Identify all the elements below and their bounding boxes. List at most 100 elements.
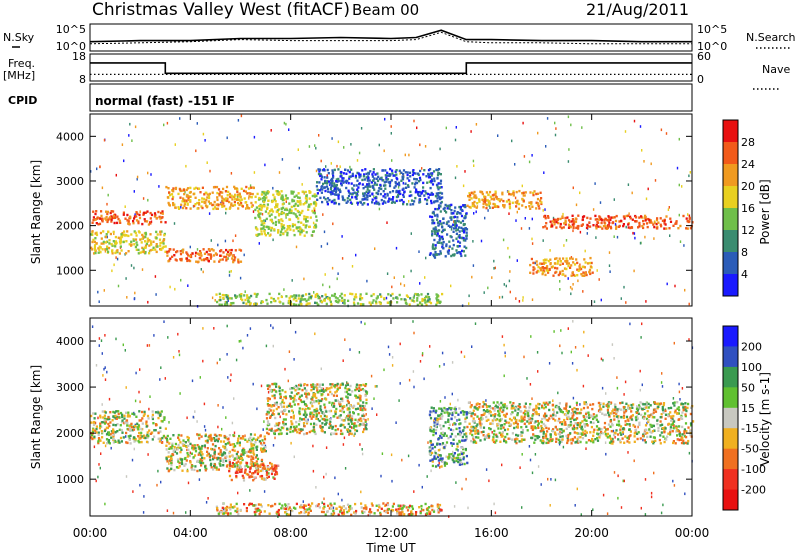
echo-cell: [644, 219, 647, 222]
echo-cell: [382, 184, 386, 187]
echo-cell: [648, 218, 651, 221]
echo-cell: [226, 324, 228, 328]
echo-cell: [185, 251, 188, 254]
echo-cell: [344, 338, 346, 341]
echo-cell: [611, 343, 614, 346]
echo-cell: [390, 201, 394, 204]
echo-cell: [299, 231, 302, 234]
echo-cell: [318, 181, 321, 184]
echo-cell: [530, 202, 533, 206]
echo-cell: [531, 217, 533, 221]
echo-cell: [341, 179, 344, 183]
echo-cell: [518, 202, 521, 206]
echo-cell: [239, 260, 243, 263]
echo-cell: [381, 452, 384, 455]
echo-cell: [204, 201, 207, 204]
echo-cell: [320, 367, 322, 371]
nave-label: Nave: [762, 63, 790, 76]
echo-cell: [549, 258, 552, 261]
echo-cell: [189, 442, 192, 446]
echo-cell: [434, 457, 438, 460]
echo-cell: [293, 398, 296, 401]
echo-cell: [153, 435, 156, 438]
echo-cell: [465, 246, 468, 250]
echo-cell: [309, 422, 313, 426]
echo-cell: [465, 432, 468, 435]
echo-cell: [606, 512, 609, 515]
echo-cell: [558, 442, 561, 446]
echo-cell: [263, 449, 266, 452]
echo-cell: [297, 297, 300, 300]
echo-cell: [339, 165, 341, 168]
echo-cell: [138, 213, 141, 217]
echo-cell: [301, 183, 303, 186]
echo-cell: [570, 292, 572, 296]
echo-cell: [213, 464, 216, 468]
echo-cell: [333, 168, 336, 172]
echo-cell: [470, 191, 473, 194]
echo-cell: [458, 251, 461, 254]
echo-cell: [395, 173, 398, 176]
echo-cell: [430, 469, 432, 473]
echo-cell: [233, 397, 235, 400]
echo-cell: [299, 300, 301, 304]
echo-cell: [180, 278, 182, 282]
echo-cell: [367, 184, 370, 188]
echo-cell: [251, 192, 254, 196]
echo-cell: [433, 227, 436, 230]
echo-cell: [451, 458, 454, 461]
echo-cell: [574, 504, 576, 507]
echo-cell: [437, 449, 440, 452]
echo-cell: [296, 226, 299, 229]
echo-cell: [107, 416, 110, 419]
echo-cell: [453, 220, 457, 223]
echo-cell: [659, 223, 662, 226]
echo-cell: [119, 411, 123, 415]
echo-cell: [657, 221, 660, 224]
echo-cell: [493, 193, 496, 196]
echo-cell: [607, 219, 610, 222]
echo-cell: [430, 406, 433, 409]
echo-cell: [182, 206, 185, 210]
echo-cell: [181, 469, 184, 472]
echo-cell: [189, 245, 191, 249]
echo-cell: [110, 436, 113, 439]
echo-cell: [264, 210, 267, 213]
echo-cell: [234, 296, 238, 299]
echo-cell: [540, 483, 542, 486]
echo-cell: [573, 222, 576, 225]
echo-cell: [357, 396, 360, 399]
echo-cell: [149, 222, 152, 225]
echo-cell: [179, 450, 182, 454]
echo-cell: [627, 223, 630, 226]
echo-cell: [346, 399, 349, 402]
echo-cell: [622, 224, 625, 228]
echo-cell: [330, 432, 333, 435]
echo-cell: [102, 242, 105, 245]
echo-cell: [620, 219, 623, 223]
echo-cell: [397, 191, 400, 194]
echo-cell: [661, 385, 664, 388]
echo-cell: [688, 338, 690, 341]
echo-cell: [241, 205, 244, 208]
echo-cell: [296, 200, 299, 203]
echo-cell: [510, 193, 513, 196]
echo-cell: [274, 216, 277, 219]
echo-cell: [465, 212, 468, 215]
echo-cell: [231, 455, 235, 458]
echo-cell: [460, 254, 463, 258]
echo-cell: [318, 170, 321, 173]
echo-cell: [428, 426, 432, 430]
echo-cell: [582, 271, 585, 274]
echo-cell: [365, 176, 368, 179]
echo-cell: [308, 407, 311, 410]
echo-cell: [335, 394, 338, 397]
echo-cell: [305, 299, 308, 303]
echo-cell: [644, 424, 648, 427]
echo-cell: [112, 437, 115, 441]
echo-cell: [429, 428, 432, 432]
echo-cell: [521, 184, 523, 188]
echo-cell: [159, 437, 162, 440]
echo-cell: [326, 168, 329, 172]
echo-cell: [311, 194, 314, 198]
